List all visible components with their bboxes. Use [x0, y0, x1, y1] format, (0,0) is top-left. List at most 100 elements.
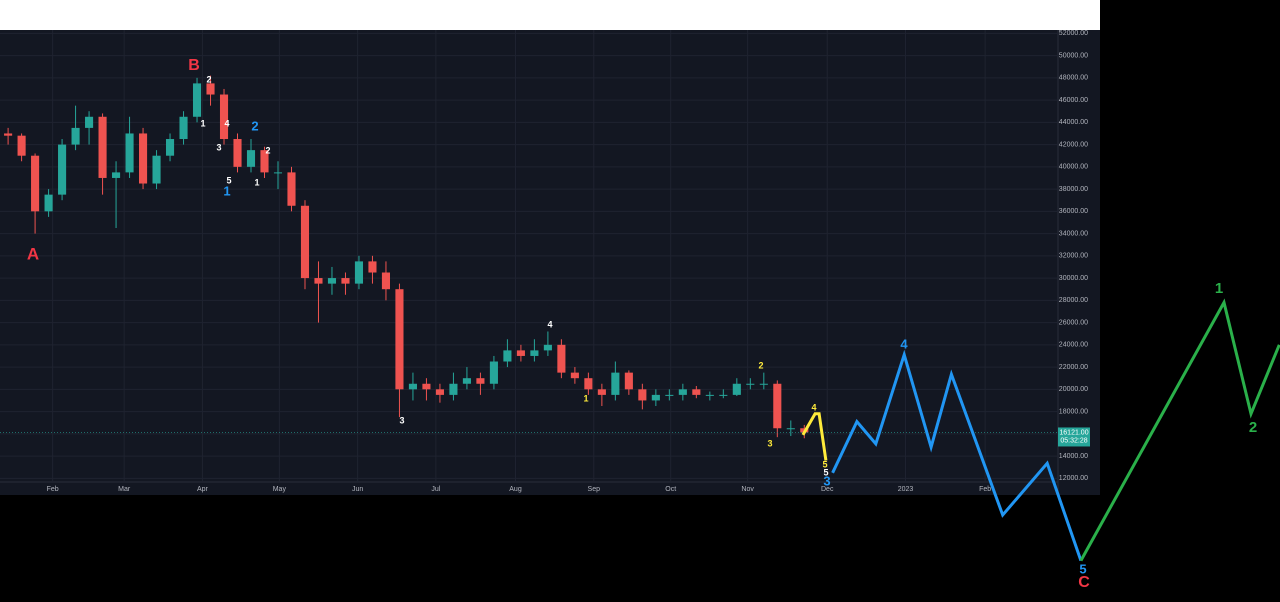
wave-projection [1079, 298, 1280, 562]
candle-body [530, 350, 539, 356]
candle-body [489, 361, 498, 384]
candle-body [435, 389, 444, 395]
candle-body [260, 150, 269, 173]
wave-label: B [188, 57, 200, 74]
wave-projection [831, 349, 1083, 562]
candle-body [273, 172, 283, 174]
candle-body [692, 389, 701, 395]
candle-body [570, 372, 579, 379]
candle-body [354, 261, 364, 284]
y-tick-label: 26000.00 [1059, 319, 1088, 326]
y-tick-label: 46000.00 [1059, 97, 1088, 104]
candle-body [584, 378, 593, 390]
candle-body [246, 150, 256, 167]
y-tick-label: 50000.00 [1059, 52, 1088, 59]
wave-label: 1 [1215, 280, 1223, 297]
wave-label: C [1078, 574, 1090, 591]
y-tick-label: 32000.00 [1059, 253, 1088, 260]
x-tick-label: 2023 [898, 486, 914, 493]
y-tick-label: 18000.00 [1059, 408, 1088, 415]
candle-body [219, 94, 229, 140]
price-tag-label: 16121.00 [1059, 429, 1088, 436]
candle-body [449, 383, 458, 395]
wave-label: 4 [900, 336, 908, 351]
candle-body [327, 278, 337, 284]
candle-body [395, 289, 404, 390]
candle-body [206, 83, 215, 95]
price-tag [1058, 427, 1090, 447]
wave-label: 5 [823, 467, 828, 477]
candle-body [503, 350, 512, 362]
x-tick-label: Aug [509, 486, 522, 493]
wave-label: 5 [226, 175, 231, 185]
candle-body [638, 389, 647, 401]
x-tick-label: Apr [197, 486, 209, 493]
wave-label: 1 [583, 393, 588, 403]
x-tick-label: Feb [47, 486, 59, 493]
wave-label: A [27, 244, 39, 263]
wave-label: 3 [216, 142, 221, 152]
y-tick-label: 44000.00 [1059, 119, 1088, 126]
candle-body [368, 261, 377, 273]
candle-body [314, 278, 323, 284]
candle-body [192, 83, 202, 117]
candle-body [165, 139, 175, 156]
x-tick-label: Oct [665, 486, 676, 493]
candle-body [138, 133, 148, 184]
x-tick-label: May [273, 486, 287, 493]
candle-body [408, 383, 417, 390]
candle-body [300, 205, 310, 279]
candle-body [152, 155, 161, 184]
y-tick-label: 36000.00 [1059, 208, 1088, 215]
wave-label: 2 [251, 118, 258, 133]
wave-projection [801, 412, 828, 461]
x-tick-label: Jul [431, 486, 440, 493]
candle-body [651, 394, 660, 401]
candle-body [678, 389, 687, 395]
candle-body [462, 378, 471, 384]
y-tick-label: 52000.00 [1059, 30, 1088, 37]
candle-body [381, 272, 391, 290]
candle-body [611, 372, 620, 395]
candle-body [773, 383, 782, 429]
candle-body [746, 383, 755, 385]
candle-body [85, 116, 94, 128]
wave-label: 2 [206, 74, 211, 84]
wave-label: 5 [822, 459, 827, 469]
candle-body [759, 383, 768, 385]
wave-label: 3 [767, 438, 772, 448]
plot-area [0, 30, 1100, 495]
candle-body [71, 127, 80, 145]
candle-body [17, 135, 26, 156]
candle-body [786, 428, 795, 430]
wave-label: 4 [811, 402, 816, 412]
y-tick-label: 14000.00 [1059, 453, 1088, 460]
candle-body [516, 350, 525, 356]
candle-body [179, 116, 188, 140]
wave-label: 2 [265, 145, 270, 155]
y-tick-label: 30000.00 [1059, 275, 1088, 282]
candle-body [665, 394, 674, 396]
y-tick-label: 42000.00 [1059, 141, 1088, 148]
y-tick-label: 12000.00 [1059, 475, 1088, 482]
y-tick-label: 28000.00 [1059, 297, 1088, 304]
candle-body [4, 133, 13, 136]
plot [0, 30, 1058, 482]
wave-label: 3 [399, 415, 404, 425]
y-tick-label: 34000.00 [1059, 230, 1088, 237]
wave-label: 5 [1079, 561, 1086, 576]
wave-label: 2 [758, 360, 763, 370]
x-tick-label: Sep [588, 486, 601, 493]
y-tick-label: 20000.00 [1059, 386, 1088, 393]
wave-label: 4 [224, 118, 229, 128]
wave-label: 2 [1249, 419, 1257, 436]
wave-label: 4 [547, 319, 552, 329]
y-tick-label: 38000.00 [1059, 186, 1088, 193]
candle-body [112, 172, 121, 178]
candle-body [287, 172, 296, 206]
candle-body [543, 344, 552, 351]
top-bar [0, 0, 1100, 30]
wave-label: 3 [823, 473, 830, 488]
